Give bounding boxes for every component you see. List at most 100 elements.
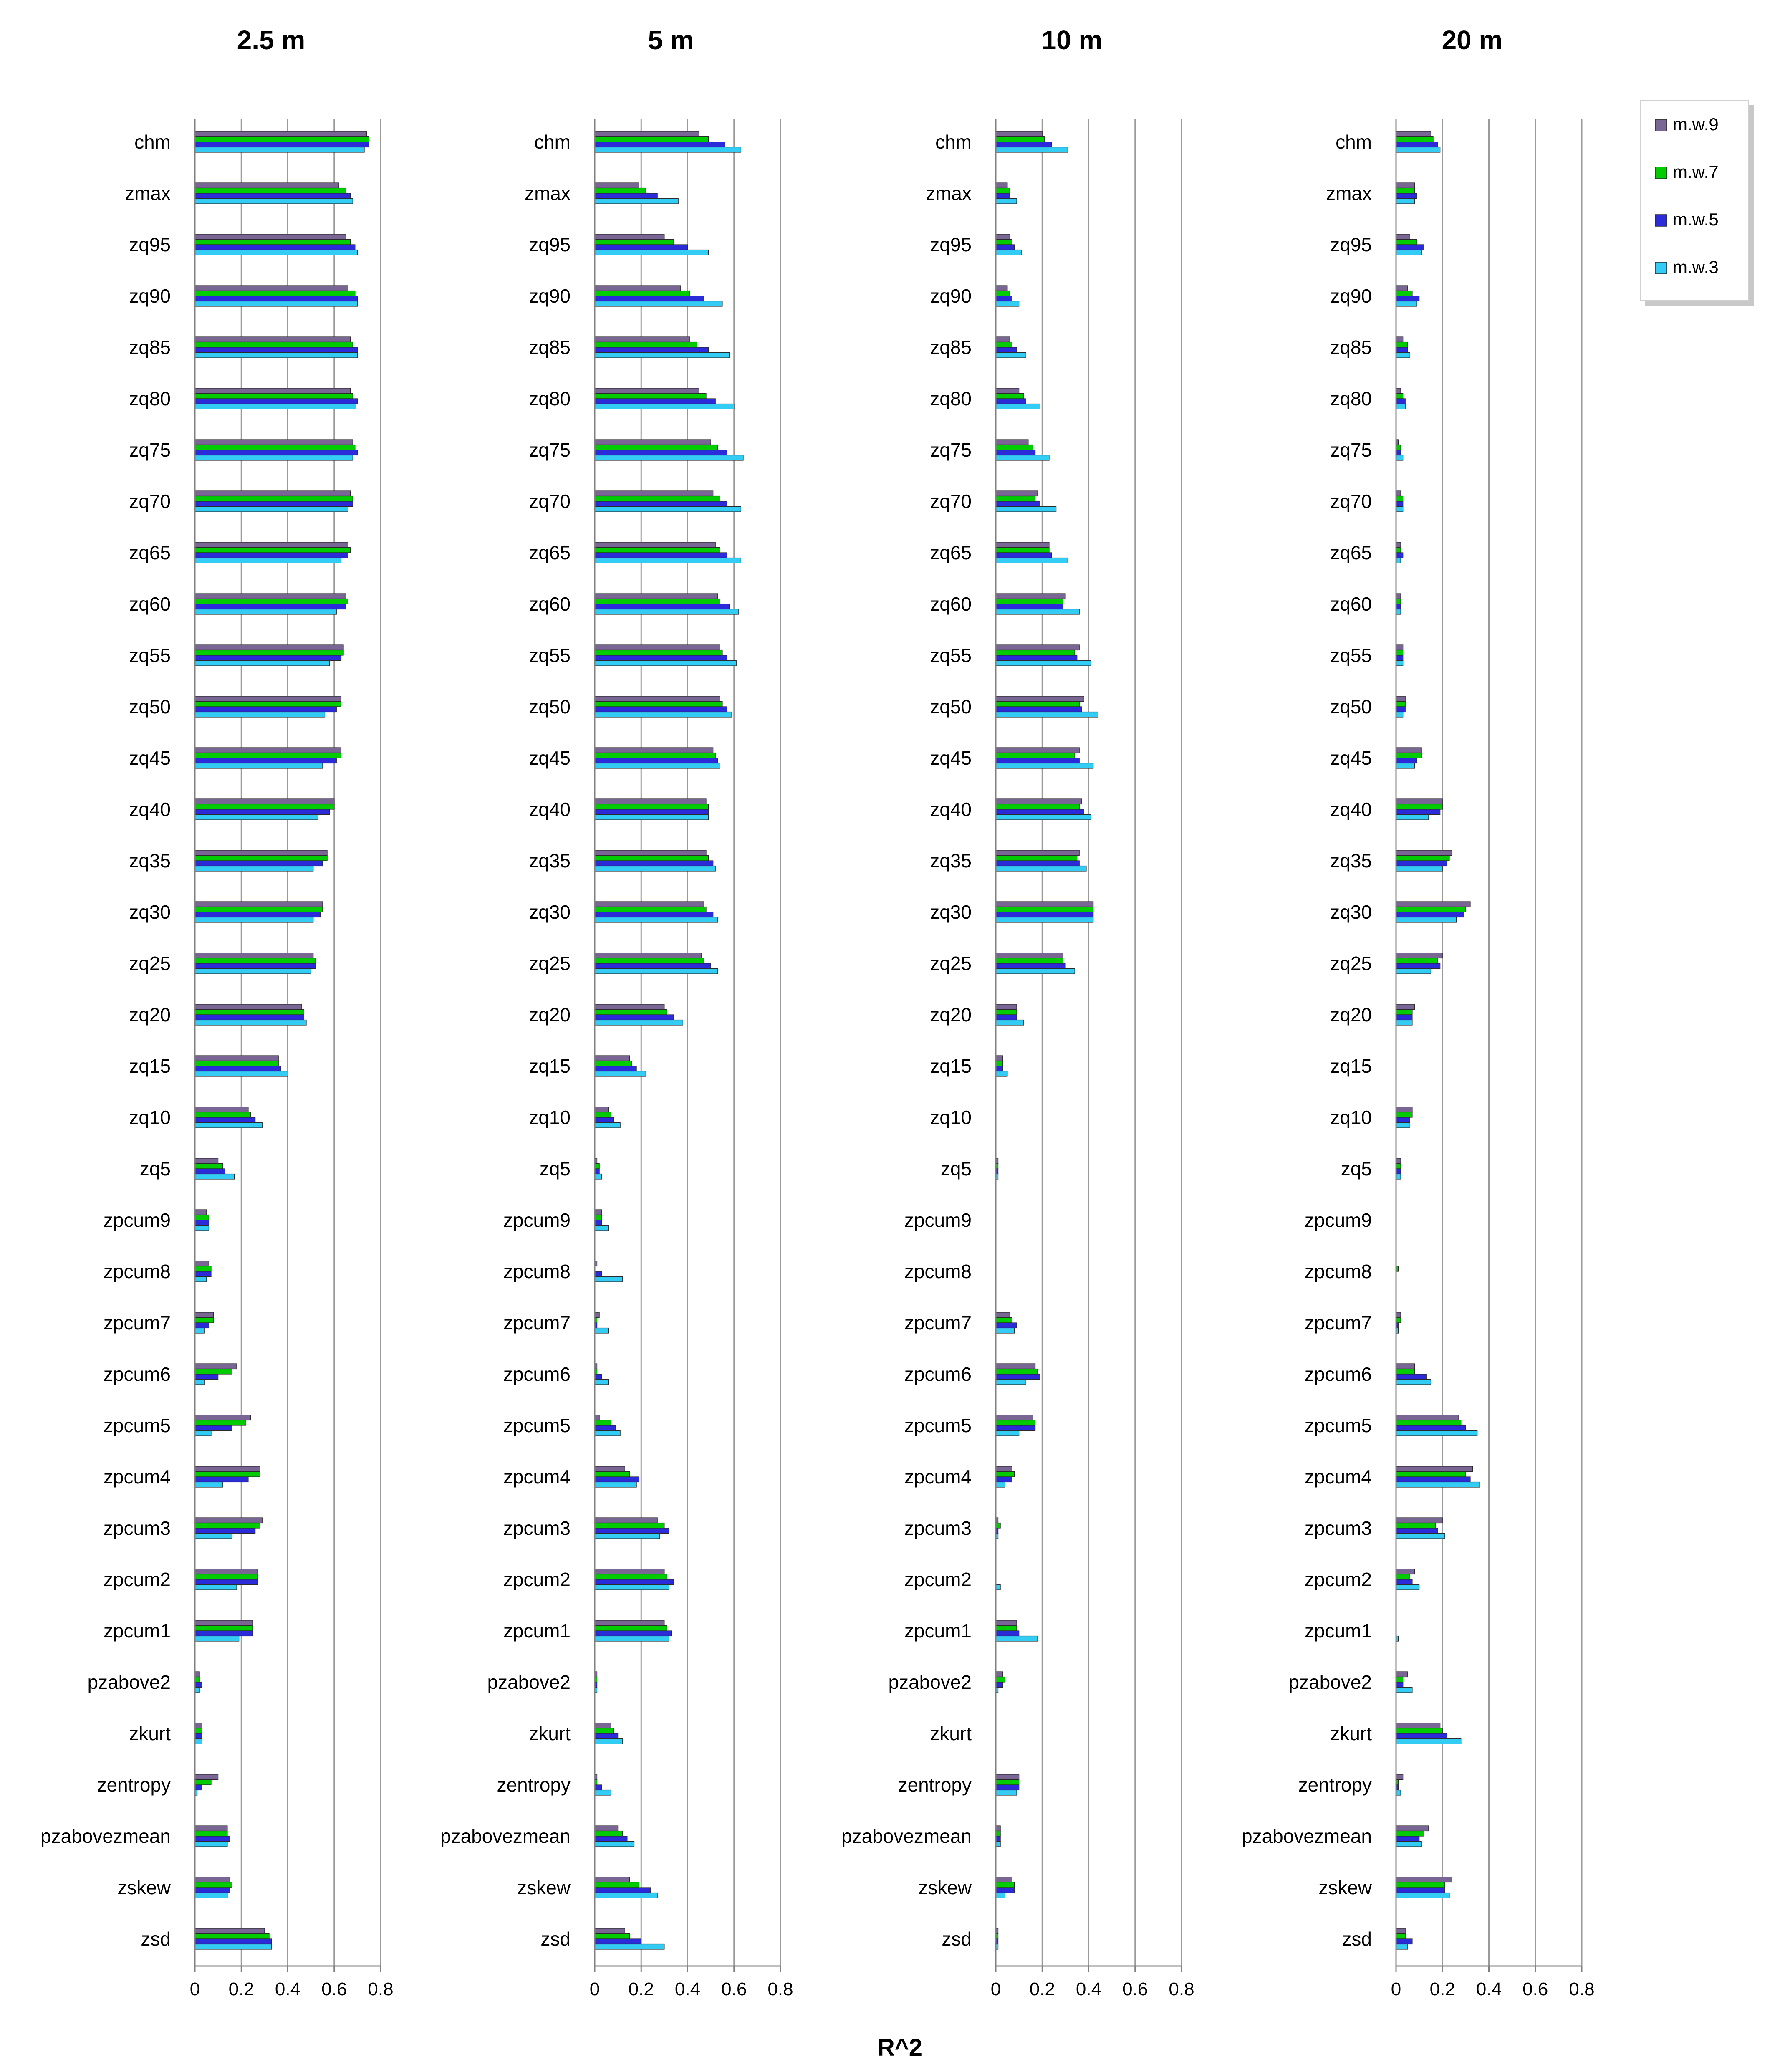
row-zsd: zsd <box>942 1928 999 1950</box>
bar-zq50-m-w-5 <box>1396 706 1406 713</box>
x-tick-label-0: 0 <box>991 1979 1001 1999</box>
bar-zpcum5-m-w-9 <box>194 1415 251 1421</box>
bar-zq35-m-w-9 <box>1396 850 1452 856</box>
bar-zq30-m-w-5 <box>594 912 714 918</box>
bar-zpcum1-m-w-7 <box>995 1625 1017 1631</box>
row-zq95: zq95 <box>930 234 1022 255</box>
category-label-zq80: zq80 <box>930 388 972 409</box>
x-tick-label-0-4: 0.4 <box>1076 1979 1101 1999</box>
row-zpcum5: zpcum5 <box>503 1415 621 1436</box>
panels-layer: 2.5 m chm zmax zq95 zq90 zq85 zq80 zq75 zq70 zq65… <box>40 25 1595 1999</box>
category-label-zq10: zq10 <box>129 1107 171 1128</box>
row-zkurt: zkurt <box>529 1723 623 1744</box>
category-label-zq85: zq85 <box>930 336 972 358</box>
category-label-zq70: zq70 <box>930 490 972 512</box>
category-label-zq40: zq40 <box>129 798 171 820</box>
row-zq20: zq20 <box>129 1004 307 1026</box>
row-zq40: zq40 <box>1330 798 1443 820</box>
legend-entry-m-w-5: m.w.5 <box>1673 210 1719 229</box>
bar-zmax-m-w-3 <box>1396 198 1415 204</box>
bar-zpcum4-m-w-7 <box>995 1471 1015 1477</box>
bar-zq50-m-w-3 <box>1396 711 1404 718</box>
category-label-zsd: zsd <box>141 1928 171 1950</box>
bar-zpcum7-m-w-3 <box>995 1327 1015 1334</box>
row-pzabovezmean: pzabovezmean <box>40 1825 230 1847</box>
category-label-zq10: zq10 <box>930 1107 972 1128</box>
bar-zq20-m-w-5 <box>1396 1014 1413 1021</box>
bar-zq85-m-w-9 <box>1396 336 1404 343</box>
row-zq15: zq15 <box>129 1055 288 1077</box>
bar-zq90-m-w-7 <box>995 290 1010 296</box>
row-zq90: zq90 <box>1330 285 1420 307</box>
category-label-zq50: zq50 <box>1330 696 1372 718</box>
bar-zq65-m-w-3 <box>194 557 342 563</box>
category-label-zq30: zq30 <box>1330 901 1372 923</box>
bar-zpcum8-m-w-7 <box>194 1266 212 1272</box>
bar-zq90-m-w-7 <box>194 290 356 296</box>
bar-zq20-m-w-7 <box>995 1009 1017 1015</box>
category-label-zq35: zq35 <box>529 850 571 872</box>
bar-zq70-m-w-9 <box>594 490 714 497</box>
bar-zq35-m-w-7 <box>1396 855 1450 861</box>
category-label-zq95: zq95 <box>129 234 171 255</box>
category-label-zpcum9: zpcum9 <box>104 1209 171 1231</box>
bar-zmax-m-w-9 <box>594 182 639 189</box>
bar-zq90-m-w-5 <box>1396 296 1420 302</box>
chart-title: 20 m <box>1442 25 1503 55</box>
bar-zq35-m-w-9 <box>594 850 707 856</box>
bar-zpcum3-m-w-7 <box>1396 1522 1436 1529</box>
bar-zpcum1-m-w-7 <box>594 1625 667 1631</box>
row-zq35: zq35 <box>930 850 1087 872</box>
bar-zq65-m-w-7 <box>594 547 720 553</box>
row-zq5: zq5 <box>540 1158 602 1180</box>
row-zq60: zq60 <box>529 593 739 615</box>
x-tick-label-0: 0 <box>590 1979 600 1999</box>
bar-zq70-m-w-7 <box>194 495 353 502</box>
bar-zq55-m-w-3 <box>594 660 737 666</box>
row-zkurt: zkurt <box>930 1723 972 1744</box>
bar-zpcum7-m-w-7 <box>995 1317 1012 1323</box>
bar-zq75-m-w-9 <box>995 439 1029 445</box>
bar-zq30-m-w-9 <box>1396 901 1471 907</box>
category-label-zpcum6: zpcum6 <box>1305 1363 1372 1385</box>
bar-zq15-m-w-3 <box>194 1071 288 1077</box>
bar-zpcum7-m-w-9 <box>1396 1312 1401 1318</box>
bar-zq85-m-w-5 <box>594 347 709 353</box>
bar-zq65-m-w-3 <box>995 557 1068 563</box>
bar-zq30-m-w-9 <box>594 901 704 907</box>
category-label-zskew: zskew <box>517 1877 571 1898</box>
category-label-zq20: zq20 <box>529 1004 571 1026</box>
category-label-zq15: zq15 <box>930 1055 972 1077</box>
bar-zq30-m-w-7 <box>594 906 707 912</box>
bar-zq60-m-w-7 <box>594 598 720 604</box>
bar-zq55-m-w-7 <box>594 649 723 656</box>
bar-zpcum5-m-w-5 <box>1396 1425 1466 1431</box>
category-label-zq70: zq70 <box>1330 490 1372 512</box>
bar-zpcum6-m-w-7 <box>1396 1368 1415 1375</box>
row-zq85: zq85 <box>129 336 358 358</box>
bar-zentropy-m-w-9 <box>194 1774 219 1780</box>
bar-zq55-m-w-3 <box>1396 660 1404 666</box>
bar-zentropy-m-w-3 <box>594 1789 611 1796</box>
row-zsd: zsd <box>1342 1928 1413 1950</box>
bar-zpcum6-m-w-9 <box>1396 1363 1415 1370</box>
bar-zq35-m-w-5 <box>594 860 714 867</box>
row-zmax: zmax <box>926 182 1017 204</box>
bar-zq45-m-w-3 <box>995 763 1094 769</box>
bar-zq50-m-w-3 <box>594 711 732 718</box>
bar-zpcum5-m-w-7 <box>194 1420 246 1426</box>
row-zq50: zq50 <box>1330 696 1406 718</box>
category-label-zpcum1: zpcum1 <box>1305 1620 1372 1642</box>
bar-zq70-m-w-3 <box>594 506 742 512</box>
row-zq25: zq25 <box>1330 953 1443 974</box>
bar-zq55-m-w-9 <box>194 644 344 651</box>
bar-zq80-m-w-3 <box>1396 403 1406 409</box>
bar-zpcum5-m-w-3 <box>995 1430 1020 1436</box>
category-label-zentropy: zentropy <box>97 1774 171 1796</box>
row-pzabove2: pzabove2 <box>1289 1671 1413 1693</box>
category-label-zq50: zq50 <box>129 696 171 718</box>
bar-zpcum3-m-w-7 <box>194 1522 260 1529</box>
legend: m.w.9 m.w.7 m.w.5 m.w.3 <box>1640 100 1754 306</box>
category-label-pzabovezmean: pzabovezmean <box>40 1825 171 1847</box>
